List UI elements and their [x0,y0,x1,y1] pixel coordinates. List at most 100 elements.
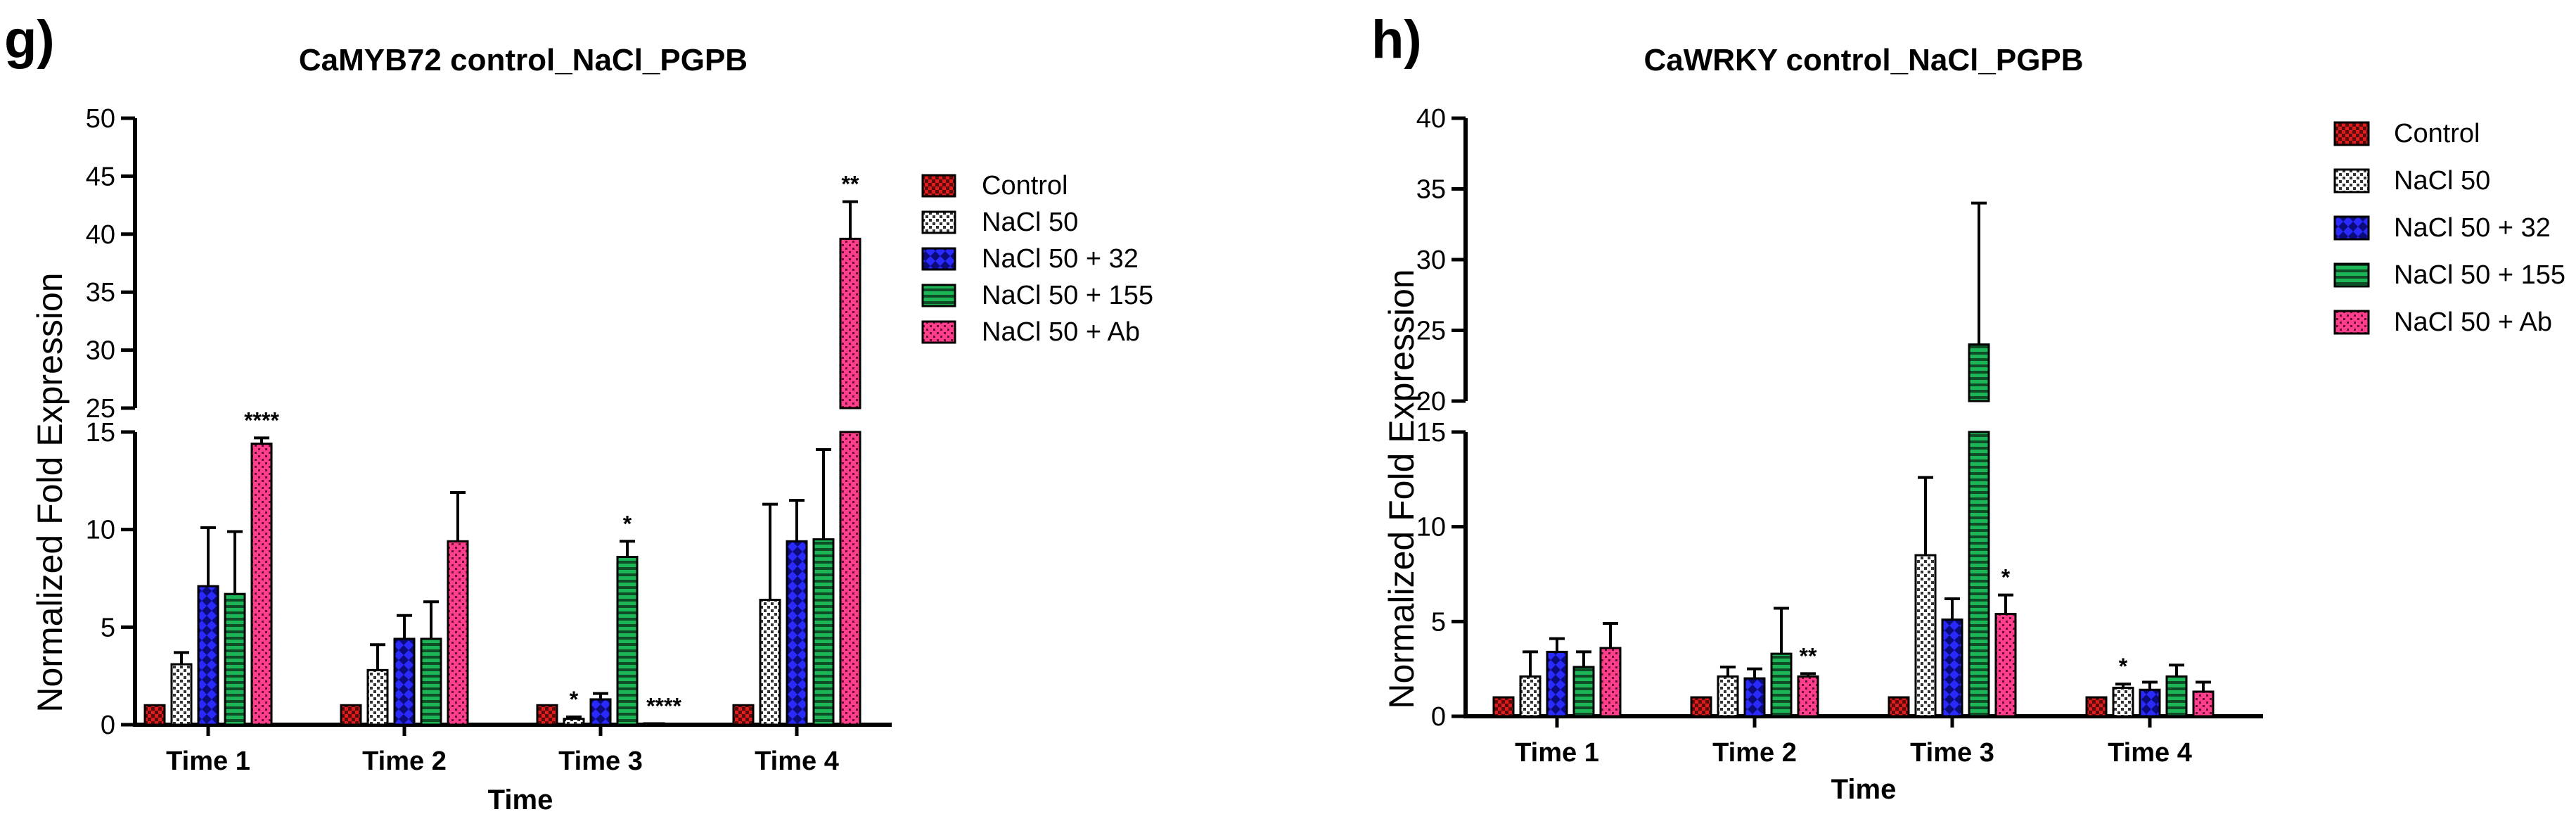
x-tick-label: Time 2 [362,747,447,776]
bar [197,585,219,726]
bar [366,668,389,726]
y-axis-title-h: Normalized Fold Expression [1382,269,1421,709]
x-tick-label: Time 3 [558,747,643,776]
bar [447,540,469,726]
bar [2112,687,2134,718]
legend-label: NaCl 50 + 32 [982,244,1139,274]
chart-panel-h: h) CaWRKY control_NaCl_PGPB Normalized F… [1371,10,2565,805]
bar [2165,675,2188,718]
y-tick-label: 0 [101,711,115,740]
bar [1888,696,1910,718]
bar [839,431,861,726]
bar [1572,666,1595,718]
chart-panel-g: g) CaMYB72 control_NaCl_PGPB Normalized … [4,10,1153,815]
bar [1941,618,1963,718]
y-tick-label: 25 [1416,317,1446,346]
bar [563,718,585,726]
bar [170,663,193,726]
bar [1743,677,1766,718]
bar [1968,343,1990,402]
bar [759,599,781,726]
legend-label: NaCl 50 [2394,166,2490,196]
y-tick-label: 50 [86,104,115,134]
bar [839,237,861,410]
y-tick-label: 25 [86,394,115,424]
bar [812,538,835,726]
significance-label: **** [646,694,681,719]
bar [589,698,612,726]
legend-swatch [921,210,956,234]
legend-label: Control [2394,119,2480,148]
legend-swatch [2333,215,2370,241]
y-tick-label: 15 [86,418,115,447]
bar [616,555,639,726]
bar [1770,652,1793,718]
y-tick-label: 35 [1416,175,1446,205]
significance-label: * [570,687,579,712]
y-tick-label: 45 [86,162,115,191]
significance-label: * [2001,565,2011,590]
bar [1546,650,1568,718]
legend-label: NaCl 50 + 155 [2394,260,2565,290]
bar [2192,690,2215,718]
bar [143,704,166,726]
bar [536,704,558,726]
significance-label: ** [1800,643,1817,668]
legend-label: NaCl 50 + Ab [2394,307,2552,337]
panel-letter-g: g) [4,10,55,70]
y-tick-label: 40 [1416,104,1446,134]
bar [340,704,362,726]
bar [732,704,755,726]
y-tick-label: 15 [1416,418,1446,447]
legend-swatch [2333,121,2370,146]
legend-label: NaCl 50 + Ab [982,317,1140,347]
chart-title-h: CaWRKY control_NaCl_PGPB [1643,43,2083,77]
legend-h: Control NaCl 50 NaCl 50 + 32 NaCl 50 + 155 N… [2333,119,2565,337]
bar [643,722,665,726]
y-tick-label: 10 [1416,513,1446,542]
significance-label: * [623,511,632,536]
legend-g: Control NaCl 50 NaCl 50 + 32 NaCl 50 + 155 N… [921,171,1153,347]
legend-label: Control [982,171,1068,201]
y-tick-label: 5 [1431,607,1446,637]
x-axis-title-h: Time [1831,774,1897,805]
y-tick-label: 10 [86,516,115,545]
bar [1492,696,1515,718]
legend-label: NaCl 50 + 32 [2394,213,2551,243]
y-tick-label: 40 [86,220,115,250]
bar [2085,696,2108,718]
legend-swatch [2333,262,2370,288]
legend-swatch [921,320,956,344]
y-tick-label: 30 [86,336,115,366]
x-tick-label: Time 2 [1712,738,1797,768]
x-tick-label: Time 4 [755,747,839,776]
x-tick-label: Time 1 [1515,738,1599,768]
x-tick-label: Time 3 [1910,738,1994,768]
bar [1599,647,1622,718]
chart-title-g: CaMYB72 control_NaCl_PGPB [299,43,748,77]
legend-label: NaCl 50 + 155 [982,281,1153,310]
x-tick-label: Time 1 [166,747,250,776]
x-axis-title-g: Time [488,785,553,815]
legend-swatch [2333,168,2370,193]
bar [786,540,808,726]
significance-label: * [2119,654,2128,679]
bar [224,592,246,726]
legend-swatch [921,284,956,307]
y-tick-label: 20 [1416,387,1446,417]
legend-swatch [921,247,956,271]
bar [1914,554,1937,718]
bar [250,443,273,726]
y-axis-title-g: Normalized Fold Expression [30,272,70,712]
panel-letter-h: h) [1371,10,1422,70]
legend-label: NaCl 50 [982,208,1078,237]
bar [1797,675,1819,718]
bars-h: **** [1492,201,2215,718]
significance-label: **** [244,407,279,433]
bar [393,637,416,726]
bar [1994,613,2017,718]
y-tick-label: 30 [1416,246,1446,275]
bar [1717,675,1739,718]
